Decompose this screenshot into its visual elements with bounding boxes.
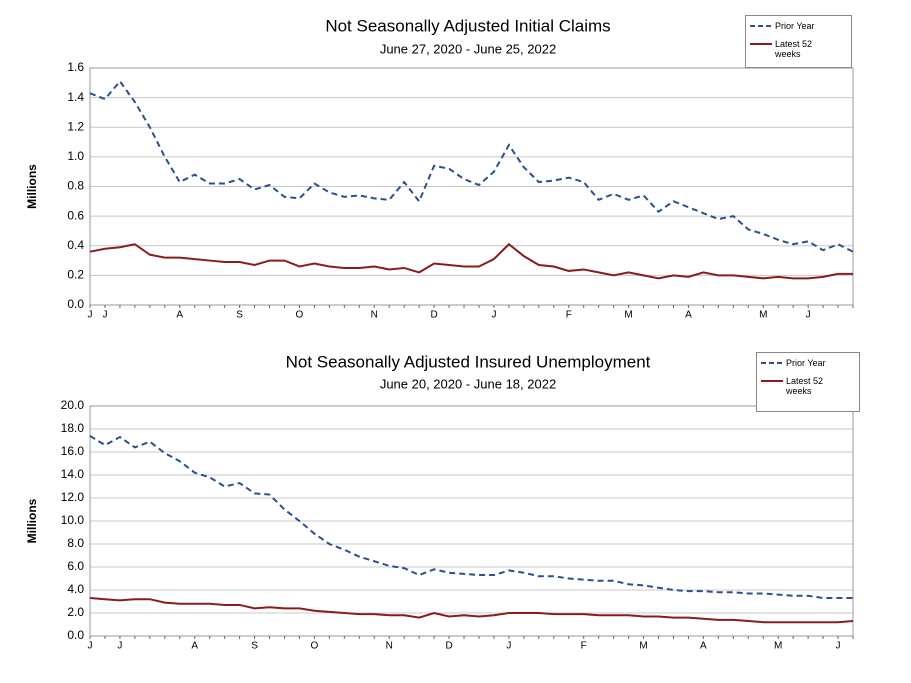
- y-tick-label: 14.0: [61, 467, 85, 481]
- y-tick-label: 12.0: [61, 490, 85, 504]
- plot-frame: [89, 67, 854, 306]
- chart-title: Not Seasonally Adjusted Initial Claims: [325, 16, 610, 35]
- legend-entry: Prior Year: [750, 21, 847, 31]
- x-tick-label: J: [836, 641, 841, 652]
- y-tick-label: 6.0: [67, 559, 84, 573]
- x-tick-label: O: [296, 310, 304, 321]
- y-tick-label: 0.8: [67, 179, 84, 193]
- x-tick-label: M: [774, 641, 782, 652]
- x-tick-label: F: [566, 310, 572, 321]
- legend-label: Prior Year: [775, 21, 815, 31]
- legend-entry: Latest 52 weeks: [761, 376, 855, 396]
- y-tick-label: 10.0: [61, 513, 85, 527]
- y-tick-label: 0.4: [67, 238, 84, 252]
- x-tick-label: F: [581, 641, 587, 652]
- legend-swatch: [750, 43, 772, 45]
- plot-frame: [89, 405, 854, 637]
- y-tick-label: 16.0: [61, 444, 85, 458]
- legend: Prior Year Latest 52 weeks: [756, 352, 860, 412]
- y-tick-label: 2.0: [67, 605, 84, 619]
- y-tick-label: 0.6: [67, 208, 84, 222]
- chart-subtitle: June 27, 2020 - June 25, 2022: [380, 41, 556, 56]
- x-tick-label: J: [506, 641, 511, 652]
- y-tick-label: 1.0: [67, 149, 84, 163]
- x-tick-label: J: [102, 310, 107, 321]
- y-tick-label: 4.0: [67, 582, 84, 596]
- legend-swatch: [750, 25, 772, 27]
- y-tick-label: 0.0: [67, 628, 84, 642]
- y-tick-label: 18.0: [61, 421, 85, 435]
- x-tick-label: N: [386, 641, 393, 652]
- legend-label: Latest 52 weeks: [775, 39, 813, 59]
- x-tick-label: J: [806, 310, 811, 321]
- y-tick-label: 20.0: [61, 398, 85, 412]
- y-axis-label: Millions: [25, 164, 39, 209]
- x-tick-label: A: [176, 310, 183, 321]
- x-tick-label: M: [624, 310, 632, 321]
- x-tick-label: J: [88, 641, 93, 652]
- y-tick-label: 1.4: [67, 90, 84, 104]
- y-tick-label: 0.0: [67, 297, 84, 311]
- x-tick-label: A: [700, 641, 707, 652]
- x-tick-label: N: [371, 310, 378, 321]
- y-tick-label: 1.6: [67, 60, 84, 74]
- series-line: [89, 597, 854, 624]
- x-tick-label: J: [117, 641, 122, 652]
- y-axis-label: Millions: [25, 498, 39, 543]
- x-tick-label: S: [236, 310, 243, 321]
- x-tick-label: M: [639, 641, 647, 652]
- x-tick-label: J: [88, 310, 93, 321]
- x-tick-label: M: [759, 310, 767, 321]
- x-tick-label: J: [491, 310, 496, 321]
- x-tick-label: D: [430, 310, 437, 321]
- y-tick-label: 0.2: [67, 268, 84, 282]
- x-tick-label: D: [445, 641, 452, 652]
- series-line: [89, 79, 854, 253]
- chart-subtitle: June 20, 2020 - June 18, 2022: [380, 376, 556, 391]
- x-tick-label: S: [251, 641, 258, 652]
- legend-swatch: [761, 362, 783, 364]
- legend-entry: Latest 52 weeks: [750, 39, 847, 59]
- x-tick-label: A: [685, 310, 692, 321]
- series-line: [89, 435, 853, 600]
- legend-swatch: [761, 380, 783, 382]
- legend: Prior Year Latest 52 weeks: [745, 15, 852, 68]
- legend-label: Latest 52 weeks: [786, 376, 824, 396]
- legend-entry: Prior Year: [761, 358, 855, 368]
- x-tick-label: A: [191, 641, 198, 652]
- chart-title: Not Seasonally Adjusted Insured Unemploy…: [286, 352, 651, 371]
- series-line: [89, 242, 853, 280]
- legend-label: Prior Year: [786, 358, 826, 368]
- x-tick-label: O: [311, 641, 319, 652]
- y-tick-label: 1.2: [67, 119, 84, 133]
- y-tick-label: 8.0: [67, 536, 84, 550]
